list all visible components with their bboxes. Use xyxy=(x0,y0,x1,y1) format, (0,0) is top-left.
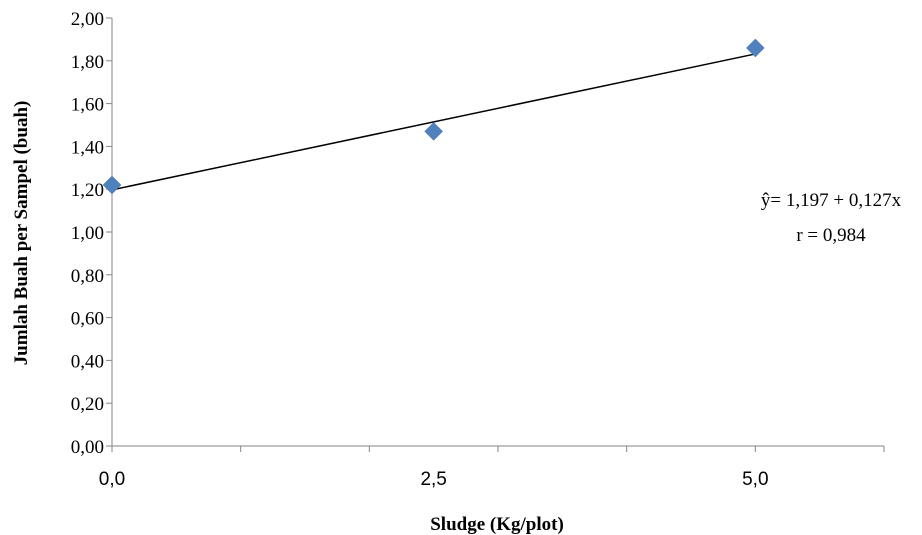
x-axis-title: Sludge (Kg/plot) xyxy=(430,514,564,535)
y-axis-title: Jumlah Buah per Sampel (buah) xyxy=(11,101,32,366)
x-tick-label: 2,5 xyxy=(420,469,446,490)
data-point xyxy=(745,38,765,58)
x-tick-label: 0,0 xyxy=(99,469,125,490)
trendline xyxy=(111,53,756,191)
y-tick-label: 0,60 xyxy=(71,309,104,330)
data-point xyxy=(424,122,444,141)
y-tick-label: 1,60 xyxy=(71,95,104,116)
y-tick-label: 0,40 xyxy=(71,351,104,372)
y-tick-label: 2,00 xyxy=(71,9,104,30)
y-tick-label: 1,40 xyxy=(71,137,104,158)
correlation-coefficient: r = 0,984 xyxy=(796,225,866,246)
regression-equation: ŷ= 1,197 + 0,127x xyxy=(761,190,902,211)
data-point xyxy=(102,175,122,195)
y-tick-label: 0,80 xyxy=(71,266,104,287)
y-tick-label: 1,80 xyxy=(71,52,104,73)
y-tick-label: 1,00 xyxy=(71,223,104,244)
x-tick-label: 5,0 xyxy=(742,469,768,490)
data-points xyxy=(102,38,765,195)
y-tick-label: 0,00 xyxy=(71,437,104,458)
axes xyxy=(106,17,885,452)
trendline-group xyxy=(111,53,756,191)
tick-labels: 0,00 0,20 0,40 0,60 0,80 1,00 1,20 1,40 1,60 1,80… xyxy=(71,9,769,490)
y-tick-label: 0,20 xyxy=(71,394,104,415)
y-tick-label: 1,20 xyxy=(71,180,104,201)
